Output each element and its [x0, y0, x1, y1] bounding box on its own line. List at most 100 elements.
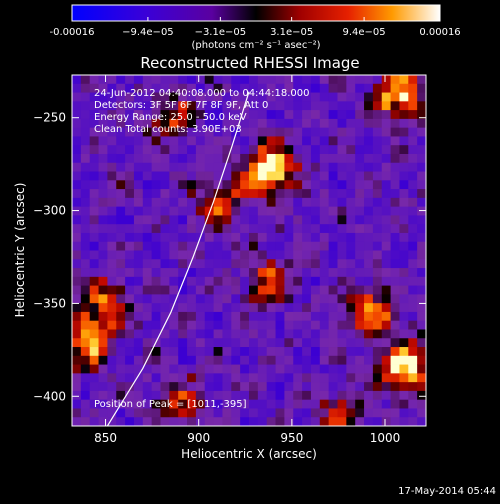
- heatmap-cell: [328, 180, 338, 190]
- heatmap-cell: [293, 408, 303, 418]
- heatmap-cell: [355, 171, 365, 181]
- heatmap-cell: [195, 224, 206, 234]
- heatmap-cell: [240, 75, 250, 85]
- heatmap-cell: [80, 197, 91, 208]
- heatmap-cell: [257, 189, 268, 199]
- heatmap-cell: [195, 118, 206, 129]
- heatmap-cell: [302, 232, 312, 243]
- heatmap-cell: [89, 417, 99, 426]
- heatmap-cell: [151, 338, 161, 348]
- y-tick-label: −300: [33, 204, 66, 218]
- heatmap-cell: [257, 92, 268, 102]
- heatmap-cell: [417, 382, 426, 392]
- heatmap-cell: [231, 294, 241, 304]
- heatmap-cell: [417, 329, 426, 339]
- heatmap-cell: [204, 311, 214, 322]
- heatmap-cell: [222, 355, 232, 365]
- heatmap-cell: [293, 127, 303, 137]
- heatmap-cell: [275, 355, 285, 365]
- heatmap-cell: [372, 197, 383, 208]
- heatmap-cell: [178, 92, 188, 102]
- heatmap-cell: [169, 320, 179, 330]
- x-axis-label: Heliocentric X (arcsec): [181, 447, 317, 461]
- heatmap-cell: [80, 215, 91, 225]
- heatmap-cell: [133, 101, 144, 111]
- heatmap-cell: [160, 364, 170, 374]
- heatmap-cell: [372, 329, 383, 339]
- heatmap-cell: [178, 83, 188, 93]
- heatmap-cell: [213, 408, 223, 418]
- heatmap-cell: [231, 259, 241, 269]
- heatmap-cell: [381, 276, 391, 287]
- heatmap-cell: [310, 408, 321, 418]
- heatmap-cell: [399, 162, 409, 172]
- heatmap-cell: [213, 320, 223, 330]
- heatmap-cell: [240, 145, 250, 155]
- heatmap-cell: [187, 347, 197, 357]
- heatmap-cell: [187, 399, 197, 409]
- colorbar: [71, 4, 441, 22]
- heatmap-cell: [284, 215, 294, 225]
- heatmap-cell: [142, 171, 153, 181]
- heatmap-cell: [80, 136, 91, 146]
- heatmap-cell: [89, 206, 99, 216]
- heatmap-cell: [346, 408, 356, 418]
- heatmap-cell: [125, 294, 135, 304]
- heatmap-cell: [151, 276, 161, 287]
- heatmap-cell: [337, 127, 347, 137]
- heatmap-cell: [240, 171, 250, 181]
- heatmap-cell: [151, 206, 161, 216]
- heatmap-cell: [257, 145, 268, 155]
- heatmap-cell: [195, 241, 206, 251]
- heatmap-cell: [293, 373, 303, 383]
- heatmap-cell: [160, 276, 170, 287]
- heatmap-cell: [142, 197, 153, 208]
- heatmap-cell: [98, 390, 108, 401]
- heatmap-cell: [293, 171, 303, 181]
- heatmap-cell: [355, 162, 365, 172]
- heatmap-cell: [133, 197, 144, 208]
- heatmap-cell: [240, 180, 250, 190]
- heatmap-cell: [266, 197, 276, 208]
- heatmap-cell: [346, 355, 356, 365]
- heatmap-cell: [89, 250, 99, 260]
- heatmap-cell: [364, 329, 374, 339]
- heatmap-cell: [98, 408, 108, 418]
- heatmap-cell: [125, 83, 135, 93]
- heatmap-cell: [169, 382, 179, 392]
- heatmap-cell: [390, 382, 400, 392]
- heatmap-cell: [195, 136, 206, 146]
- heatmap-cell: [275, 347, 285, 357]
- heatmap-cell: [293, 276, 303, 287]
- heatmap-cell: [107, 338, 117, 348]
- heatmap-cell: [355, 338, 365, 348]
- heatmap-cell: [169, 162, 179, 172]
- heatmap-cell: [222, 311, 232, 322]
- heatmap-cell: [231, 320, 241, 330]
- heatmap-cell: [151, 92, 161, 102]
- heatmap-cell: [372, 162, 383, 172]
- heatmap-cell: [107, 101, 117, 111]
- heatmap-cell: [417, 83, 426, 93]
- heatmap-cell: [319, 382, 330, 392]
- heatmap-cell: [213, 364, 223, 374]
- heatmap-cell: [337, 347, 347, 357]
- heatmap-cell: [169, 276, 179, 287]
- heatmap-cell: [240, 118, 250, 129]
- heatmap-cell: [390, 224, 400, 234]
- heatmap-cell: [169, 180, 179, 190]
- heatmap-cell: [372, 83, 383, 93]
- heatmap-cell: [346, 311, 356, 322]
- heatmap-cell: [89, 110, 99, 120]
- heatmap-cell: [107, 276, 117, 287]
- heatmap-cell: [116, 101, 126, 111]
- heatmap-cell: [204, 382, 214, 392]
- heatmap-cell: [381, 224, 391, 234]
- heatmap-cell: [310, 373, 321, 383]
- heatmap-cell: [222, 329, 232, 339]
- heatmap-cell: [319, 110, 330, 120]
- heatmap-cell: [408, 92, 418, 102]
- heatmap-cell: [355, 320, 365, 330]
- heatmap-cell: [364, 189, 374, 199]
